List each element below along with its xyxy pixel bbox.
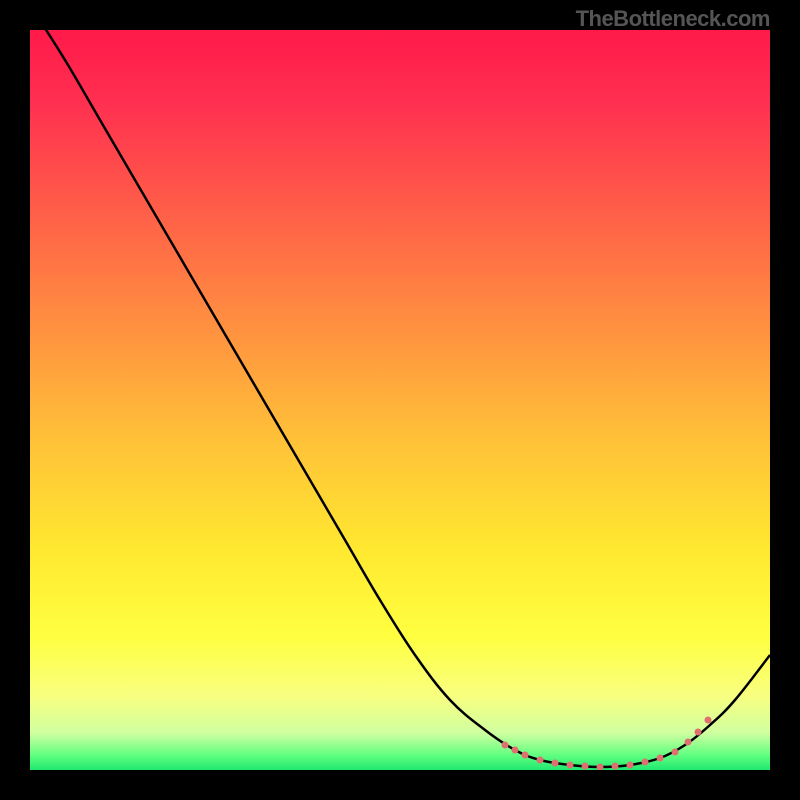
bottleneck-curve bbox=[30, 30, 770, 767]
optimal-region-dots bbox=[502, 717, 712, 771]
curve-overlay bbox=[30, 30, 770, 770]
optimal-dot bbox=[522, 752, 529, 759]
optimal-dot bbox=[552, 760, 559, 767]
optimal-dot bbox=[642, 759, 649, 766]
watermark-text: TheBottleneck.com bbox=[576, 6, 770, 32]
optimal-dot bbox=[537, 757, 544, 764]
optimal-dot bbox=[582, 763, 589, 770]
optimal-dot bbox=[627, 762, 634, 769]
chart-container bbox=[30, 30, 770, 770]
optimal-dot bbox=[695, 729, 702, 736]
optimal-dot bbox=[567, 762, 574, 769]
optimal-dot bbox=[502, 742, 509, 749]
optimal-dot bbox=[685, 739, 692, 746]
optimal-dot bbox=[612, 763, 619, 770]
optimal-dot bbox=[705, 717, 712, 724]
optimal-dot bbox=[657, 755, 664, 762]
optimal-dot bbox=[672, 749, 679, 756]
optimal-dot bbox=[512, 747, 519, 754]
optimal-dot bbox=[597, 764, 604, 771]
